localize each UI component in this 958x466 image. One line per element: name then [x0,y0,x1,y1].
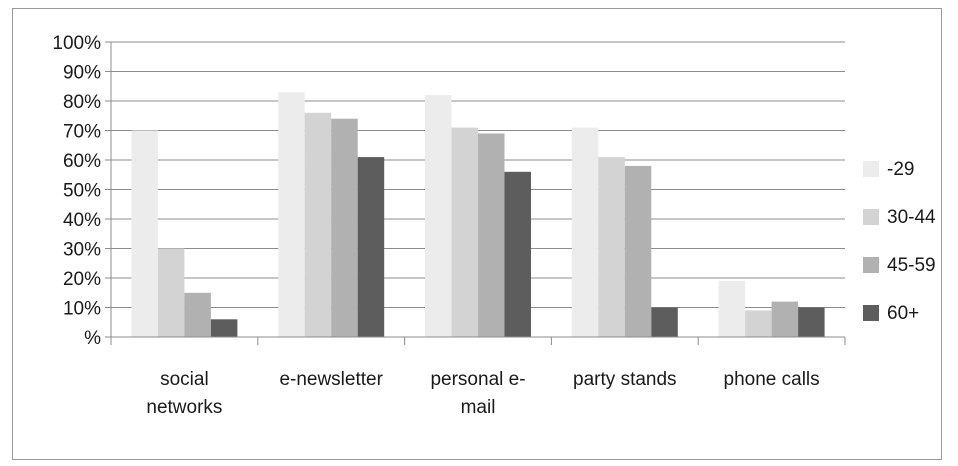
bar [157,248,185,337]
x-category-label-line: networks [146,397,222,418]
legend-swatch [863,161,879,177]
bar [651,307,678,337]
x-category-label: social networks [146,369,222,418]
y-axis-ticks: % 10% 20% 30% 40% 50% 60% 70% 80% 90% 100% [52,33,101,349]
x-category-label-line: personal e- [430,369,525,390]
bar [798,307,825,337]
y-tick-label: 40% [63,210,101,231]
axes [105,41,846,345]
y-tick-label: 30% [63,240,101,261]
y-tick-label: 70% [63,122,101,143]
bar [210,319,238,337]
y-tick-label: 60% [63,151,101,172]
bar [425,95,452,337]
bar [624,165,652,337]
x-category-label-line: party stands [573,369,677,390]
x-category-label: e-newsletter [279,369,383,390]
legend-label: 45-59 [887,255,936,276]
x-category-label-line: social [160,369,209,390]
legend-swatch [863,209,879,225]
bars [131,92,825,338]
bar [745,310,772,337]
x-category-label: personal e-mail [430,369,525,418]
bar [184,292,211,338]
bar-chart: % 10% 20% 30% 40% 50% 60% 70% 80% 90% 100% social n… [52,33,936,418]
y-tick-label: 80% [63,92,101,113]
y-tick-label: 20% [63,269,101,290]
chart-frame: % 10% 20% 30% 40% 50% 60% 70% 80% 90% 100% social n… [12,8,942,460]
x-category-label-line: e-newsletter [279,369,383,390]
bar [304,112,332,337]
y-tick-label: 50% [63,181,101,202]
x-category-label: party stands [573,369,677,390]
bar [504,171,531,337]
bar [451,127,478,337]
bar [357,157,385,337]
legend-label: -29 [887,159,914,180]
legend-swatch [863,257,879,273]
bar [278,92,305,337]
x-category-label: phone calls [724,369,820,390]
y-tick-label: 100% [52,33,101,54]
x-axis-categories: social networks e-newsletter personal e-mai… [146,369,819,418]
bar [771,301,799,337]
bar [331,118,358,337]
bar [478,133,505,337]
bar [598,157,625,337]
bar [718,280,746,337]
legend-swatch [863,305,879,321]
y-tick-label: 90% [63,63,101,84]
y-tick-label: % [84,328,101,349]
x-category-label-line: phone calls [724,369,820,390]
legend-label: 60+ [887,303,919,324]
y-tick-label: 10% [63,299,101,320]
x-category-label-line: mail [461,397,496,418]
legend-label: 30-44 [887,207,936,228]
bar [571,127,599,337]
legend: -29 30-44 45-59 60+ [863,159,936,324]
bar [131,130,158,337]
